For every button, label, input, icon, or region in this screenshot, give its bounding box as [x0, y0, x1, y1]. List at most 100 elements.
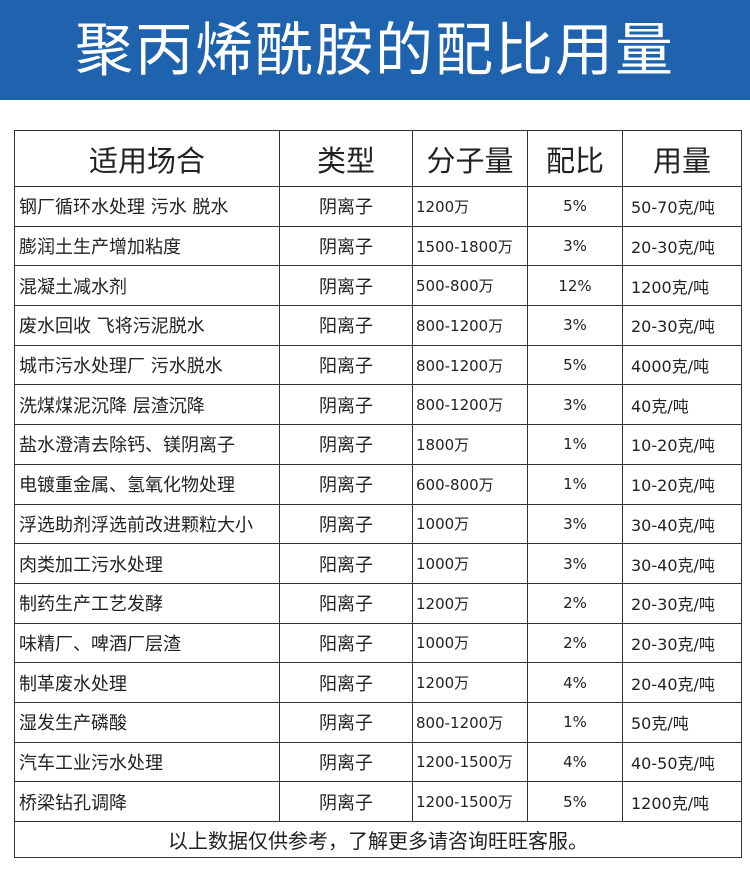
cell-molecular-weight: 1200-1500万: [412, 781, 528, 822]
cell-type: 阴离子: [279, 463, 413, 505]
cell-type: 阴离子: [279, 384, 413, 426]
cell-application: 盐水澄清去除钙、镁阴离子: [14, 424, 280, 465]
title-banner: 聚丙烯酰胺的配比用量: [0, 0, 750, 100]
cell-type: 阳离子: [279, 662, 413, 703]
cell-dosage: 50克/吨: [622, 701, 742, 743]
cell-type: 阴离子: [279, 741, 413, 783]
table-row: 盐水澄清去除钙、镁阴离子 阴离子 1800万 1% 10-20克/吨: [14, 424, 742, 465]
table-row: 汽车工业污水处理 阴离子 1200-1500万 4% 40-50克/吨: [14, 741, 742, 783]
cell-ratio: 2%: [527, 582, 623, 624]
cell-ratio: 1%: [527, 424, 623, 465]
cell-molecular-weight: 800-1200万: [412, 384, 528, 426]
cell-dosage: 1200克/吨: [622, 781, 742, 822]
dosage-table: 适用场合 类型 分子量 配比 用量 钢厂循环水处理 污水 脱水 阴离子 1200万 5…: [14, 130, 742, 858]
page-title: 聚丙烯酰胺的配比用量: [74, 16, 675, 84]
cell-molecular-weight: 600-800万: [412, 463, 528, 505]
cell-type: 阳离子: [279, 622, 413, 664]
table-row: 湿发生产磷酸 阴离子 800-1200万 1% 50克/吨: [14, 701, 742, 743]
cell-ratio: 1%: [527, 463, 623, 505]
table-row: 制药生产工艺发酵 阳离子 1200万 2% 20-30克/吨: [14, 582, 742, 624]
header-application: 适用场合: [14, 130, 280, 187]
cell-molecular-weight: 1200万: [412, 662, 528, 703]
cell-ratio: 3%: [527, 543, 623, 584]
cell-dosage: 20-30克/吨: [622, 305, 742, 346]
header-row: 适用场合 类型 分子量 配比 用量: [14, 130, 742, 187]
cell-ratio: 3%: [527, 305, 623, 346]
cell-application: 桥梁钻孔调降: [14, 781, 280, 822]
cell-dosage: 20-40克/吨: [622, 662, 742, 703]
cell-type: 阴离子: [279, 503, 413, 545]
cell-application: 电镀重金属、氢氧化物处理: [14, 463, 280, 505]
header-dosage: 用量: [622, 130, 742, 187]
cell-ratio: 3%: [527, 225, 623, 267]
cell-dosage: 10-20克/吨: [622, 463, 742, 505]
cell-application: 膨润土生产增加粘度: [14, 225, 280, 267]
cell-molecular-weight: 1000万: [412, 503, 528, 545]
cell-type: 阳离子: [279, 582, 413, 624]
cell-ratio: 5%: [527, 186, 623, 227]
table-row: 味精厂、啤酒厂层渣 阳离子 1000万 2% 20-30克/吨: [14, 622, 742, 664]
footer-note: 以上数据仅供参考，了解更多请咨询旺旺客服。: [14, 821, 742, 858]
cell-molecular-weight: 1200-1500万: [412, 741, 528, 783]
header-type: 类型: [279, 130, 413, 187]
cell-molecular-weight: 800-1200万: [412, 701, 528, 743]
table-row: 钢厂循环水处理 污水 脱水 阴离子 1200万 5% 50-70克/吨: [14, 186, 742, 227]
table-row: 浮选助剂浮选前改进颗粒大小 阴离子 1000万 3% 30-40克/吨: [14, 503, 742, 545]
cell-molecular-weight: 800-1200万: [412, 344, 528, 386]
cell-application: 汽车工业污水处理: [14, 741, 280, 783]
cell-application: 湿发生产磷酸: [14, 701, 280, 743]
cell-molecular-weight: 1000万: [412, 543, 528, 584]
cell-molecular-weight: 500-800万: [412, 265, 528, 307]
cell-ratio: 5%: [527, 781, 623, 822]
cell-ratio: 3%: [527, 503, 623, 545]
cell-type: 阴离子: [279, 186, 413, 227]
cell-dosage: 40克/吨: [622, 384, 742, 426]
table-row: 制革废水处理 阳离子 1200万 4% 20-40克/吨: [14, 662, 742, 703]
cell-molecular-weight: 800-1200万: [412, 305, 528, 346]
header-molecular-weight: 分子量: [412, 130, 528, 187]
cell-application: 钢厂循环水处理 污水 脱水: [14, 186, 280, 227]
cell-ratio: 3%: [527, 384, 623, 426]
table-row: 混凝土减水剂 阴离子 500-800万 12% 1200克/吨: [14, 265, 742, 307]
cell-ratio: 5%: [527, 344, 623, 386]
cell-application: 制药生产工艺发酵: [14, 582, 280, 624]
cell-application: 混凝土减水剂: [14, 265, 280, 307]
cell-ratio: 4%: [527, 662, 623, 703]
cell-molecular-weight: 1800万: [412, 424, 528, 465]
table-row: 废水回收 飞将污泥脱水 阳离子 800-1200万 3% 20-30克/吨: [14, 305, 742, 346]
cell-application: 制革废水处理: [14, 662, 280, 703]
table-row: 膨润土生产增加粘度 阴离子 1500-1800万 3% 20-30克/吨: [14, 225, 742, 267]
cell-dosage: 20-30克/吨: [622, 582, 742, 624]
cell-ratio: 1%: [527, 701, 623, 743]
header-ratio: 配比: [527, 130, 623, 187]
cell-dosage: 4000克/吨: [622, 344, 742, 386]
cell-molecular-weight: 1200万: [412, 582, 528, 624]
cell-type: 阳离子: [279, 305, 413, 346]
cell-type: 阴离子: [279, 701, 413, 743]
cell-dosage: 30-40克/吨: [622, 503, 742, 545]
cell-ratio: 12%: [527, 265, 623, 307]
cell-dosage: 50-70克/吨: [622, 186, 742, 227]
cell-dosage: 20-30克/吨: [622, 622, 742, 664]
cell-application: 城市污水处理厂 污水脱水: [14, 344, 280, 386]
cell-dosage: 20-30克/吨: [622, 225, 742, 267]
cell-type: 阳离子: [279, 543, 413, 584]
cell-dosage: 10-20克/吨: [622, 424, 742, 465]
cell-application: 废水回收 飞将污泥脱水: [14, 305, 280, 346]
cell-molecular-weight: 1000万: [412, 622, 528, 664]
cell-type: 阴离子: [279, 225, 413, 267]
table-row: 肉类加工污水处理 阳离子 1000万 3% 30-40克/吨: [14, 543, 742, 584]
cell-ratio: 4%: [527, 741, 623, 783]
cell-type: 阴离子: [279, 424, 413, 465]
cell-ratio: 2%: [527, 622, 623, 664]
cell-application: 浮选助剂浮选前改进颗粒大小: [14, 503, 280, 545]
cell-dosage: 40-50克/吨: [622, 741, 742, 783]
table-row: 桥梁钻孔调降 阴离子 1200-1500万 5% 1200克/吨: [14, 781, 742, 822]
table-row: 城市污水处理厂 污水脱水 阳离子 800-1200万 5% 4000克/吨: [14, 344, 742, 386]
table-row: 电镀重金属、氢氧化物处理 阴离子 600-800万 1% 10-20克/吨: [14, 463, 742, 505]
footer-row: 以上数据仅供参考，了解更多请咨询旺旺客服。: [14, 821, 742, 858]
cell-application: 肉类加工污水处理: [14, 543, 280, 584]
cell-type: 阴离子: [279, 781, 413, 822]
cell-type: 阳离子: [279, 344, 413, 386]
cell-application: 洗煤煤泥沉降 层渣沉降: [14, 384, 280, 426]
